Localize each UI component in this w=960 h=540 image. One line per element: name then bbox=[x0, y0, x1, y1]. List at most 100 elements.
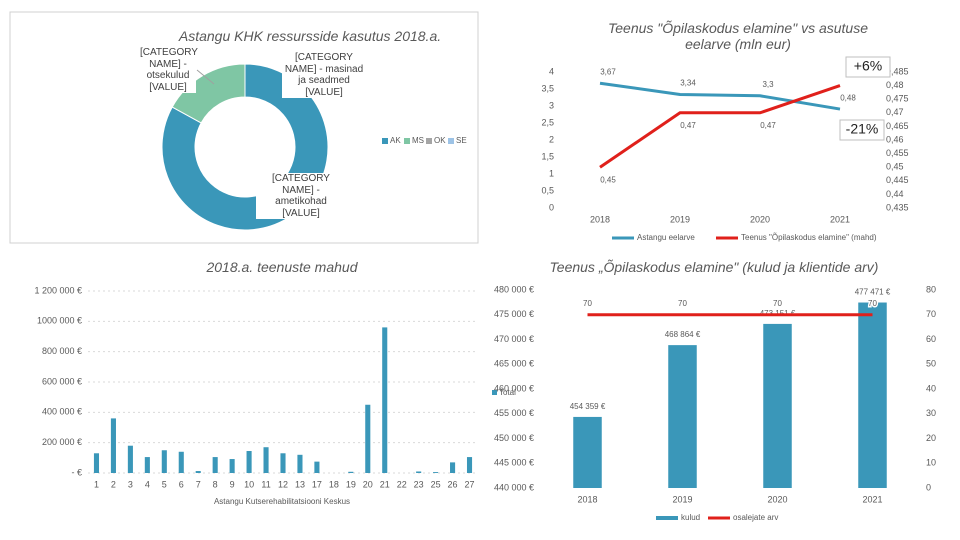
legend-label: kulud bbox=[681, 513, 700, 522]
x-tick-label: 2018 bbox=[577, 494, 597, 504]
y2-tick-label: 0,475 bbox=[886, 94, 909, 104]
data-label: 3,67 bbox=[600, 67, 616, 76]
legend-label: MS bbox=[412, 136, 424, 145]
bar bbox=[297, 454, 303, 473]
chart-title: Teenus "Õpilaskodus elamine" vs asutuse … bbox=[607, 20, 868, 53]
x-tick-label: 27 bbox=[465, 479, 475, 489]
y-tick-label: 1 200 000 € bbox=[34, 285, 82, 295]
y2-tick-label: 70 bbox=[926, 309, 936, 319]
y2-tick-label: 0,48 bbox=[886, 80, 904, 90]
data-label: 0,47 bbox=[680, 121, 696, 130]
y-tick-label: 455 000 € bbox=[494, 408, 534, 418]
y-tick-label: 445 000 € bbox=[494, 458, 534, 468]
legend-swatch bbox=[656, 516, 678, 520]
x-tick-label: 21 bbox=[380, 479, 390, 489]
x-tick-label: 6 bbox=[179, 479, 184, 489]
legend-swatch bbox=[404, 138, 410, 144]
x-tick-label: 12 bbox=[278, 479, 288, 489]
y2-tick-label: 0,465 bbox=[886, 121, 909, 131]
bar bbox=[263, 447, 269, 473]
y-tick-label: 460 000 € bbox=[494, 383, 534, 393]
y-tick-label: 3,5 bbox=[541, 83, 554, 93]
y-tick-label: 0,5 bbox=[541, 185, 554, 195]
annotation-box bbox=[839, 119, 885, 141]
legend-label: Astangu eelarve bbox=[637, 233, 695, 242]
y-tick-label: 3 bbox=[549, 100, 554, 110]
bar bbox=[348, 471, 354, 473]
bar bbox=[763, 323, 792, 488]
y-tick-label: 200 000 € bbox=[42, 437, 82, 447]
annotation: -21% bbox=[846, 121, 879, 137]
y2-tick-label: 0,445 bbox=[886, 175, 909, 185]
legend-label: osalejate arv bbox=[733, 513, 778, 522]
y2-tick-label: 0,45 bbox=[886, 162, 904, 172]
bar bbox=[433, 472, 439, 473]
y-tick-label: 1000 000 € bbox=[37, 316, 82, 326]
y2-tick-label: 80 bbox=[926, 284, 936, 294]
x-tick-label: 26 bbox=[448, 479, 458, 489]
data-label: 70 bbox=[773, 299, 782, 308]
legend-label: Teenus "Õpilaskodus elamine" (mahd) bbox=[741, 233, 877, 242]
y2-tick-label: 50 bbox=[926, 359, 936, 369]
y2-tick-label: 30 bbox=[926, 408, 936, 418]
x-tick-label: 2 bbox=[111, 479, 116, 489]
bar bbox=[280, 453, 286, 473]
bar bbox=[466, 457, 473, 473]
x-tick-label: 10 bbox=[244, 479, 254, 489]
bar bbox=[858, 302, 887, 488]
x-tick-label: 2020 bbox=[767, 494, 787, 504]
legend-label: AK bbox=[390, 136, 401, 145]
x-tick-label: 2020 bbox=[750, 214, 770, 224]
bar bbox=[178, 451, 184, 473]
y2-tick-label: 0,485 bbox=[886, 66, 909, 76]
data-label: 0,48 bbox=[840, 94, 856, 103]
line bbox=[599, 81, 841, 111]
y2-tick-label: 60 bbox=[926, 334, 936, 344]
y2-tick-label: 0,44 bbox=[886, 189, 904, 199]
data-label: [CATEGORY NAME] - masinad ja seadmed [VA… bbox=[282, 52, 366, 98]
legend-label: SE bbox=[456, 136, 467, 145]
x-tick-label: 19 bbox=[346, 479, 356, 489]
annotation-box bbox=[845, 56, 891, 78]
bar bbox=[450, 462, 456, 473]
bar bbox=[314, 461, 320, 473]
y2-tick-label: 40 bbox=[926, 383, 936, 393]
data-label: 70 bbox=[583, 299, 592, 308]
annotation: +6% bbox=[854, 58, 882, 74]
chart-frame bbox=[9, 11, 479, 244]
y-tick-label: 0 bbox=[549, 202, 554, 212]
x-tick-label: 9 bbox=[230, 479, 235, 489]
y2-tick-label: 20 bbox=[926, 433, 936, 443]
y-tick-label: 450 000 € bbox=[494, 433, 534, 443]
x-tick-label: 4 bbox=[145, 479, 150, 489]
x-axis-title: Astangu Kutserehabilitatsiooni Keskus bbox=[214, 497, 350, 506]
leader-line bbox=[196, 69, 215, 85]
y-tick-label: 470 000 € bbox=[494, 334, 534, 344]
x-tick-label: 11 bbox=[261, 479, 270, 489]
data-label: [CATEGORY NAME] - otsekulud [VALUE] bbox=[140, 47, 198, 93]
x-tick-label: 8 bbox=[213, 479, 218, 489]
x-tick-label: 2019 bbox=[672, 494, 692, 504]
bar bbox=[110, 418, 116, 473]
y-tick-label: 4 bbox=[549, 66, 554, 76]
data-label: 2,91 bbox=[840, 93, 856, 102]
data-label: 70 bbox=[678, 299, 687, 308]
x-tick-label: 3 bbox=[128, 479, 133, 489]
legend-label: OK bbox=[434, 136, 446, 145]
bar bbox=[365, 404, 371, 473]
data-label: 0,47 bbox=[760, 121, 776, 130]
data-label: 0,45 bbox=[600, 175, 616, 184]
y2-tick-label: 0,46 bbox=[886, 134, 904, 144]
x-tick-label: 17 bbox=[312, 479, 322, 489]
bar bbox=[93, 453, 100, 473]
data-label: 477 471 € bbox=[855, 288, 891, 297]
data-label: 468 864 € bbox=[665, 330, 701, 339]
x-tick-label: 7 bbox=[196, 479, 201, 489]
y-tick-label: 800 000 € bbox=[42, 346, 82, 356]
bar bbox=[382, 327, 388, 473]
chart-title: Teenus „Õpilaskodus elamine" (kulud ja k… bbox=[549, 259, 879, 275]
bar bbox=[127, 445, 133, 473]
y-tick-label: 2 bbox=[549, 134, 554, 144]
y2-tick-label: 10 bbox=[926, 458, 936, 468]
